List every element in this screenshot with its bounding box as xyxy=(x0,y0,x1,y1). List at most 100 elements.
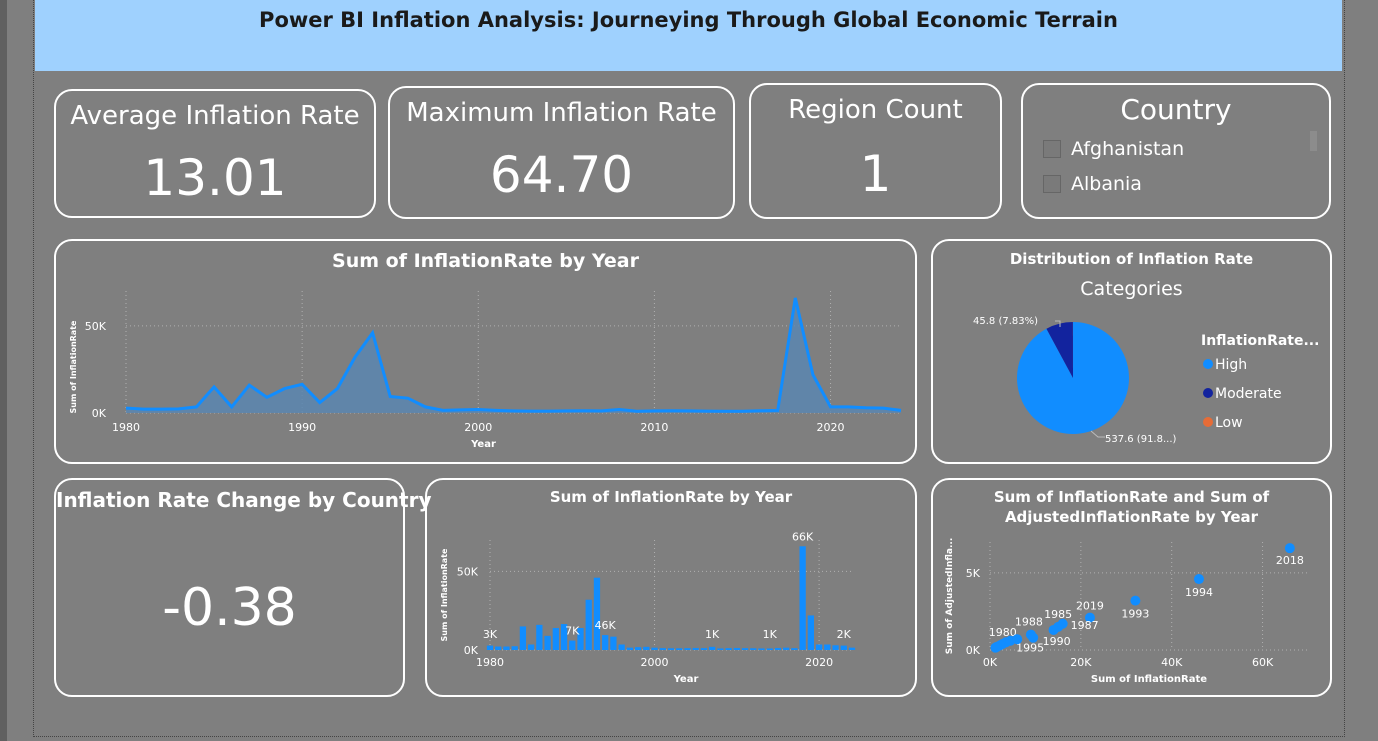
bar xyxy=(774,647,782,650)
scatter-point xyxy=(1012,634,1023,645)
area-fill xyxy=(126,297,901,413)
scatter-chart-card[interactable]: Sum of InflationRate and Sum of Adjusted… xyxy=(931,478,1332,697)
slicer-item-albania[interactable]: Albania xyxy=(1043,173,1142,195)
bar xyxy=(659,648,666,650)
x-tick-label: 40K xyxy=(1161,656,1183,669)
area-chart: 1980 1990 2000 2010 2020 0K 50K Year Sum of Infl… xyxy=(69,291,902,450)
scatter-chart: 0K 20K 40K 60K0K5K2018199419932019198719851… xyxy=(945,538,1308,685)
y-tick-label: 50K xyxy=(85,320,107,333)
point-label: 1990 xyxy=(1043,635,1071,648)
slicer-item-label: Afghanistan xyxy=(1071,138,1185,160)
kpi-card-change[interactable]: Inflation Rate Change by Country -0.38 xyxy=(54,478,432,697)
slicer-item-afghanistan[interactable]: Afghanistan xyxy=(1043,138,1184,160)
bar xyxy=(495,646,502,650)
bar xyxy=(618,644,625,650)
slicer-title: Country xyxy=(1120,93,1232,126)
legend-marker xyxy=(1203,359,1213,369)
kpi-label: Maximum Inflation Rate xyxy=(406,98,717,128)
legend-label: Low xyxy=(1215,415,1243,431)
point-label: 1980 xyxy=(989,626,1017,639)
chart-title-line1: Distribution of Inflation Rate xyxy=(1009,250,1254,268)
scatter-point xyxy=(1193,574,1204,585)
x-tick-label: 1980 xyxy=(112,421,140,434)
bar xyxy=(750,648,757,650)
chart-title-line2: Categories xyxy=(1080,278,1183,300)
point-label: 2018 xyxy=(1276,554,1304,567)
scatter-point xyxy=(1284,543,1295,554)
bar xyxy=(667,648,675,650)
bar xyxy=(741,648,749,650)
slicer-scrollbar[interactable] xyxy=(1310,131,1317,151)
bar xyxy=(577,628,584,650)
scatter-point xyxy=(1028,632,1039,643)
data-label: 537.6 (91.8...) xyxy=(1105,434,1177,445)
y-tick-label: 0K xyxy=(464,644,479,657)
kpi-card-region-count[interactable]: Region Count 1 xyxy=(749,83,1002,219)
bar xyxy=(848,647,856,650)
legend-title: InflationRate... xyxy=(1201,333,1319,349)
kpi-value: 13.01 xyxy=(143,149,287,207)
leader-line xyxy=(1090,430,1105,438)
legend-marker xyxy=(1203,417,1213,427)
bar xyxy=(708,646,716,650)
x-axis-label: Sum of InflationRate xyxy=(1091,674,1207,685)
x-axis-label: Year xyxy=(470,439,496,450)
data-label: 1K xyxy=(705,628,720,641)
pie-chart: 45.8 (7.83%) 537.6 (91.8...) InflationRate… xyxy=(973,316,1319,445)
bar xyxy=(717,648,724,650)
bar xyxy=(552,628,559,650)
bar xyxy=(486,645,494,650)
x-tick-label: 0K xyxy=(983,656,998,669)
bar xyxy=(560,624,568,650)
pie-chart-card[interactable]: Distribution of Inflation Rate Categorie… xyxy=(931,239,1332,464)
chart-title: Sum of InflationRate by Year xyxy=(332,250,639,272)
x-tick-label: 1980 xyxy=(476,656,504,669)
point-label: 1995 xyxy=(1016,642,1044,655)
chart-title-line2: AdjustedInflationRate by Year xyxy=(1004,508,1259,526)
bar xyxy=(725,648,732,650)
point-label: 1994 xyxy=(1185,586,1213,599)
y-tick-label: 5K xyxy=(966,567,981,580)
kpi-value: 64.70 xyxy=(489,146,634,204)
y-tick-label: 0K xyxy=(92,407,107,420)
kpi-label: Region Count xyxy=(788,95,963,125)
point-label: 1993 xyxy=(1121,608,1149,621)
country-slicer[interactable]: Country Afghanistan Albania xyxy=(1021,83,1331,219)
x-tick-label: 2020 xyxy=(817,421,845,434)
bar xyxy=(807,615,815,650)
bar xyxy=(799,546,806,650)
bar xyxy=(634,647,642,650)
data-label: 1K xyxy=(763,628,778,641)
bar xyxy=(503,646,510,650)
bar xyxy=(593,577,601,650)
kpi-card-maximum[interactable]: Maximum Inflation Rate 64.70 xyxy=(388,86,735,219)
bar xyxy=(602,635,609,650)
bar xyxy=(610,636,617,650)
y-tick-label: 0K xyxy=(966,644,981,657)
checkbox[interactable] xyxy=(1043,140,1061,158)
report-title: Power BI Inflation Analysis: Journeying … xyxy=(259,8,1118,32)
legend-label: Moderate xyxy=(1215,386,1282,402)
kpi-label: Average Inflation Rate xyxy=(70,101,360,131)
bar xyxy=(676,648,683,650)
scatter-point xyxy=(1130,595,1141,606)
bar-chart-card[interactable]: Sum of InflationRate by Year 1980 2000 202… xyxy=(425,478,917,697)
x-tick-label: 60K xyxy=(1252,656,1274,669)
bar xyxy=(511,646,518,650)
bar xyxy=(700,648,708,650)
x-tick-label: 1990 xyxy=(288,421,316,434)
y-tick-label: 50K xyxy=(457,565,479,578)
bar xyxy=(815,644,823,650)
kpi-card-average[interactable]: Average Inflation Rate 13.01 xyxy=(54,89,376,218)
area-chart-card[interactable]: Sum of InflationRate by Year 1980 1990 200… xyxy=(54,239,917,464)
bar xyxy=(536,624,543,650)
point-label: 1988 xyxy=(1015,616,1043,629)
bar xyxy=(832,645,839,650)
scatter-point xyxy=(990,642,1001,653)
checkbox[interactable] xyxy=(1043,175,1061,193)
point-label: 1987 xyxy=(1071,619,1099,632)
chart-title-line1: Sum of InflationRate and Sum of xyxy=(993,488,1270,506)
data-label: 46K xyxy=(595,619,617,632)
point-label: 1985 xyxy=(1044,608,1072,621)
pie-slice-moderate xyxy=(1046,322,1073,378)
